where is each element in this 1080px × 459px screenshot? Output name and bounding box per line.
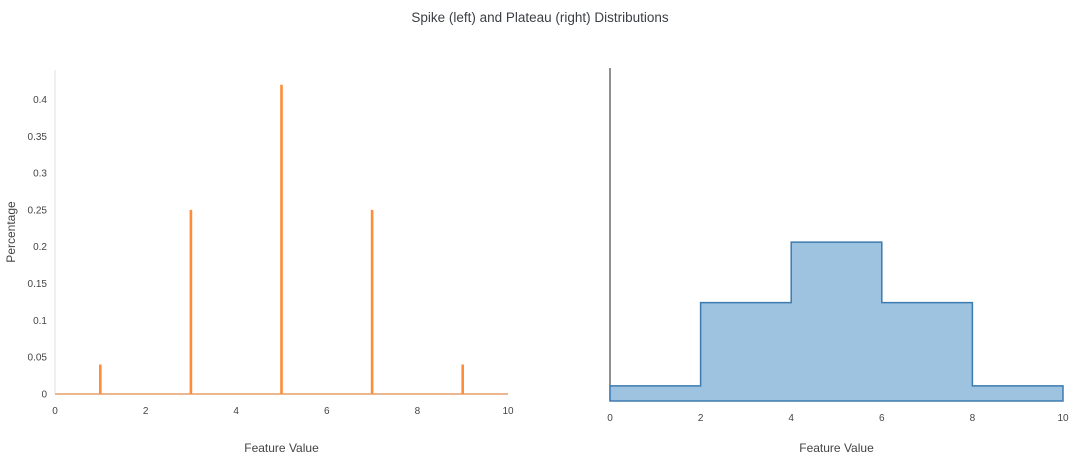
x-tick-label: 0 xyxy=(607,413,613,424)
x-tick-label: 0 xyxy=(52,406,58,417)
x-tick-label: 6 xyxy=(324,406,330,417)
y-axis-title: Percentage xyxy=(4,201,18,263)
y-tick-label: 0.2 xyxy=(33,242,47,253)
x-tick-label: 8 xyxy=(970,413,976,424)
y-tick-label: 0.35 xyxy=(28,132,48,143)
x-tick-label: 2 xyxy=(698,413,704,424)
x-axis-title: Feature Value xyxy=(244,441,319,455)
chart-title: Spike (left) and Plateau (right) Distrib… xyxy=(411,10,669,25)
plateau-area xyxy=(609,241,1064,402)
y-tick-label: 0.1 xyxy=(33,316,47,327)
x-tick-label: 6 xyxy=(879,413,885,424)
y-tick-label: 0.05 xyxy=(28,353,48,364)
x-tick-label: 4 xyxy=(233,406,239,417)
y-tick-label: 0.3 xyxy=(33,169,47,180)
y-tick-label: 0.15 xyxy=(28,279,48,290)
x-tick-label: 10 xyxy=(1057,413,1069,424)
y-tick-label: 0.4 xyxy=(33,95,47,106)
x-tick-label: 2 xyxy=(143,406,149,417)
x-axis-title: Feature Value xyxy=(799,441,874,455)
y-tick-label: 0.25 xyxy=(28,205,48,216)
x-tick-label: 4 xyxy=(788,413,794,424)
spike-plot: 0 2 4 6 8 10 0 0.05 0.1 0.15 0.2 0.25 0.3 0.35 0.4 Feat… xyxy=(4,70,514,455)
plateau-plot: 0 2 4 6 8 10 Feature Value xyxy=(607,68,1069,455)
x-tick-label: 8 xyxy=(415,406,421,417)
x-tick-label: 10 xyxy=(502,406,514,417)
y-tick-label: 0 xyxy=(41,390,47,401)
